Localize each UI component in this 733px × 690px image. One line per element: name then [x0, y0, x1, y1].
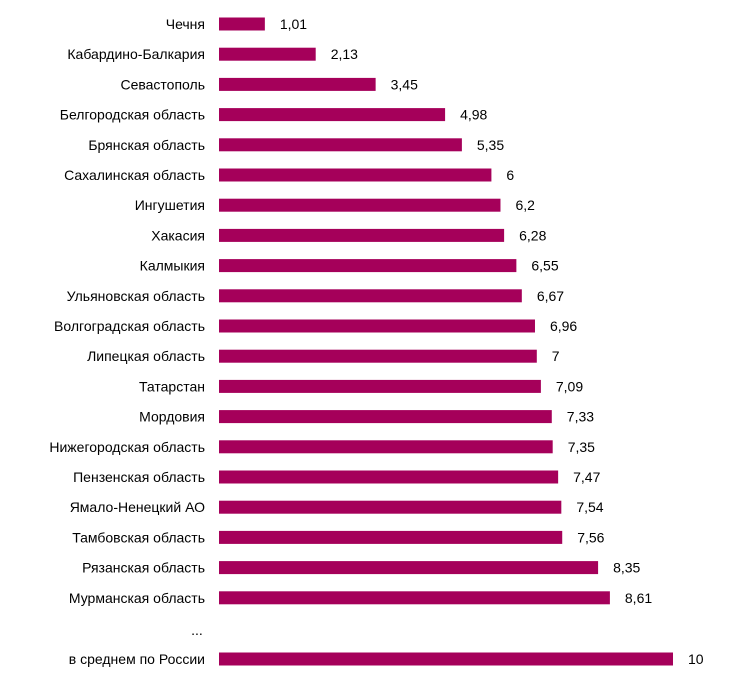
value-label: 3,45 [391, 76, 418, 92]
bar [219, 379, 541, 393]
value-label: 7 [552, 348, 560, 364]
value-label: 5,35 [477, 137, 504, 153]
value-label: 6,2 [515, 197, 535, 213]
value-label: 6,67 [537, 288, 564, 304]
value-label: 7,54 [576, 499, 603, 515]
value-label: 6 [506, 167, 514, 183]
category-label: Тамбовская область [72, 529, 205, 545]
bar [219, 591, 610, 605]
value-label: 6,55 [531, 258, 558, 274]
bar [219, 349, 537, 363]
ellipsis-label: ... [191, 622, 203, 638]
category-label: Белгородская область [60, 107, 205, 123]
category-label: Севастополь [120, 76, 205, 92]
average-value-label: 10 [688, 651, 704, 667]
bars-group [219, 17, 610, 605]
category-label: Рязанская область [82, 560, 205, 576]
value-label: 7,33 [567, 409, 594, 425]
category-label: Мордовия [139, 409, 205, 425]
value-label: 1,01 [280, 16, 307, 32]
value-label: 8,35 [613, 560, 640, 576]
value-label: 7,35 [568, 439, 595, 455]
value-label: 4,98 [460, 107, 487, 123]
bar [219, 259, 517, 273]
average-category-label: в среднем по России [69, 651, 205, 667]
average-bar [219, 652, 673, 666]
category-label: Брянская область [88, 137, 205, 153]
bar [219, 410, 552, 424]
bar [219, 561, 599, 575]
category-label: Волгоградская область [54, 318, 205, 334]
value-label: 6,28 [519, 227, 546, 243]
bar [219, 470, 559, 484]
category-label: Кабардино-Балкария [67, 46, 205, 62]
category-label: Ингушетия [135, 197, 205, 213]
bar [219, 168, 492, 182]
category-label: Чечня [166, 16, 205, 32]
category-label: Сахалинская область [64, 167, 205, 183]
bar [219, 47, 316, 61]
value-label: 8,61 [625, 590, 652, 606]
bar [219, 198, 501, 212]
category-label: Калмыкия [140, 258, 205, 274]
category-labels-group: Чечня Кабардино-Балкария Севастополь Белгор… [49, 16, 205, 606]
bar [219, 530, 563, 544]
bar [219, 440, 553, 454]
value-label: 7,56 [577, 529, 604, 545]
bar [219, 228, 505, 242]
value-label: 7,09 [556, 378, 583, 394]
category-label: Ямало-Ненецкий АО [70, 499, 205, 515]
category-label: Хакасия [151, 227, 205, 243]
bar [219, 289, 522, 303]
category-label: Татарстан [139, 378, 205, 394]
value-label: 2,13 [331, 46, 358, 62]
category-label: Пензенская область [73, 469, 205, 485]
bar [219, 77, 376, 91]
value-label: 7,47 [573, 469, 600, 485]
bar [219, 500, 562, 514]
value-label: 6,96 [550, 318, 577, 334]
category-label: Липецкая область [87, 348, 205, 364]
bar [219, 138, 462, 152]
category-label: Нижегородская область [49, 439, 205, 455]
bar [219, 319, 535, 333]
bar [219, 108, 446, 122]
category-label: Ульяновская область [67, 288, 205, 304]
category-label: Мурманская область [69, 590, 205, 606]
bar [219, 17, 265, 31]
